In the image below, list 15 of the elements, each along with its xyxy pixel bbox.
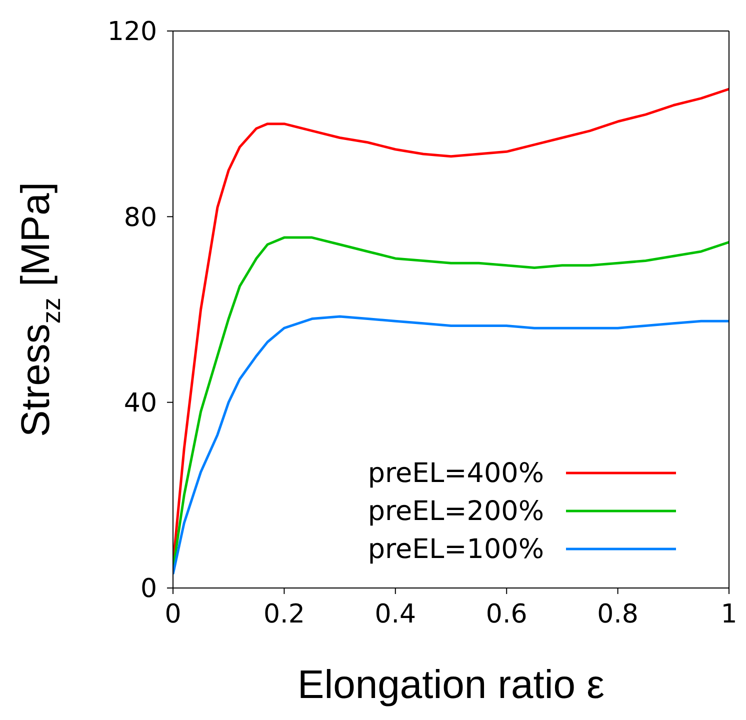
x-tick-label: 0.6 bbox=[486, 599, 528, 630]
x-tick-label: 1 bbox=[720, 599, 738, 630]
x-tick-label: 0 bbox=[164, 599, 182, 630]
y-tick-label: 0 bbox=[140, 574, 157, 604]
y-tick-label: 40 bbox=[124, 388, 157, 419]
x-tick-label: 0.8 bbox=[597, 599, 638, 630]
y-tick-label: 80 bbox=[124, 202, 157, 233]
x-axis-title: Elongation ratio ε bbox=[298, 663, 605, 707]
line-series bbox=[173, 315, 729, 576]
y-tick-label: 120 bbox=[107, 17, 157, 48]
legend-label: preEL=400% bbox=[368, 458, 544, 488]
legend-label: preEL=100% bbox=[368, 534, 544, 564]
x-tick-label: 0.2 bbox=[264, 599, 305, 630]
x-tick-label: 0.4 bbox=[374, 599, 416, 630]
legend-label: preEL=200% bbox=[368, 496, 544, 526]
